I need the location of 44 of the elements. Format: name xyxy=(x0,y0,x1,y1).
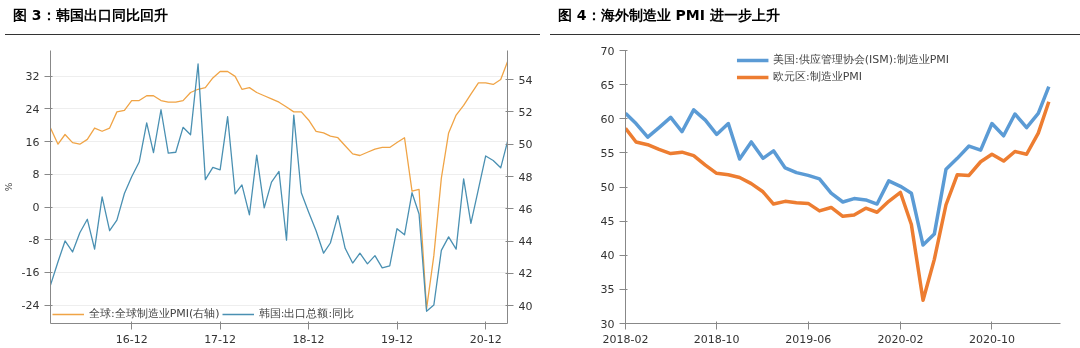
y-tick-label: 50 xyxy=(600,181,615,194)
y2-tick-label: 44 xyxy=(518,235,533,249)
legend-label: 欧元区:制造业PMI xyxy=(772,69,863,84)
line-series xyxy=(625,99,1051,303)
y2-tick-label: 40 xyxy=(518,299,533,313)
legend-label: 韩国:出口总额:同比 xyxy=(258,306,355,321)
y-tick-label: -24 xyxy=(21,299,40,313)
y2-tick-label: 54 xyxy=(518,73,533,87)
chart-title: 图 4：海外制造业 PMI 进一步上升 xyxy=(558,6,780,25)
y-tick-label: 70 xyxy=(600,44,615,58)
y2-tick-label: 42 xyxy=(518,267,533,281)
y-tick-label: 32 xyxy=(25,70,40,84)
x-tick-label: 16-12 xyxy=(115,332,148,346)
y-axis-title: % xyxy=(3,182,14,192)
y2-tick-label: 46 xyxy=(518,202,533,216)
line-series xyxy=(625,84,1051,247)
y-tick-label: 30 xyxy=(600,317,615,331)
x-tick-label: 2020-02 xyxy=(877,332,924,346)
y-tick-label: 55 xyxy=(600,146,615,160)
y2-tick-label: 52 xyxy=(518,105,533,119)
x-tick-label: 19-12 xyxy=(381,332,413,346)
y-tick-label: 24 xyxy=(25,102,40,116)
y2-tick-label: 50 xyxy=(518,138,533,152)
y-tick-label: -8 xyxy=(28,233,40,247)
y-tick-label: 60 xyxy=(600,112,615,126)
y-tick-label: 8 xyxy=(32,168,40,182)
x-tick-label: 2018-02 xyxy=(602,332,649,346)
y-tick-label: 35 xyxy=(600,283,615,297)
y2-tick-label: 48 xyxy=(518,170,533,184)
y-tick-label: 45 xyxy=(600,215,615,229)
y-tick-label: -16 xyxy=(21,266,40,280)
y-tick-label: 0 xyxy=(32,201,40,215)
y-tick-label: 65 xyxy=(600,78,615,92)
chart-title: 图 3：韩国出口同比回升 xyxy=(13,6,168,25)
y-tick-label: 40 xyxy=(600,249,615,263)
x-tick-label: 2020-10 xyxy=(968,332,1015,346)
x-tick-label: 2019-06 xyxy=(785,332,832,346)
legend-label: 美国:供应管理协会(ISM):制造业PMI xyxy=(772,52,950,67)
legend-label: 全球:全球制造业PMI(右轴) xyxy=(89,306,220,321)
x-tick-label: 17-12 xyxy=(204,332,237,346)
y-tick-label: 16 xyxy=(25,135,40,149)
x-tick-label: 2018-10 xyxy=(693,332,740,346)
x-tick-label: 18-12 xyxy=(292,332,325,346)
x-tick-label: 20-12 xyxy=(469,332,502,346)
